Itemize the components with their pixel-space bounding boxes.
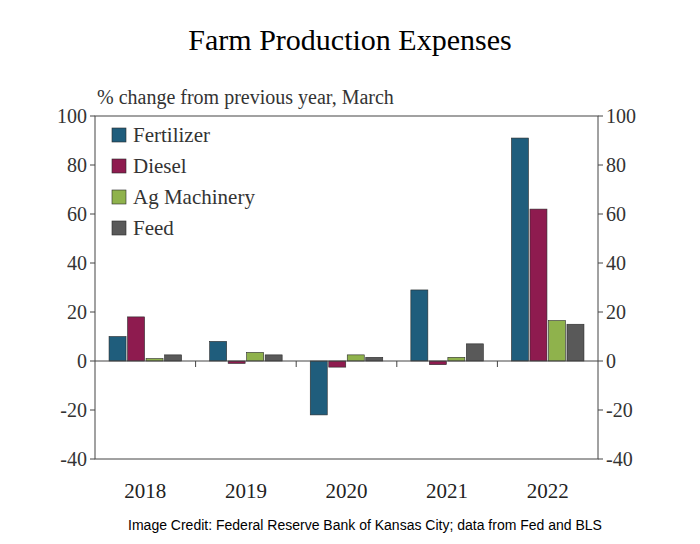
y2-tick bbox=[598, 361, 603, 362]
bar bbox=[366, 357, 383, 361]
bar bbox=[247, 352, 264, 361]
bar bbox=[448, 357, 465, 361]
y2-tick bbox=[598, 312, 603, 313]
legend-label: Feed bbox=[133, 216, 174, 240]
bar bbox=[109, 337, 126, 362]
x-tick-label: 2019 bbox=[225, 479, 267, 503]
y-tick-label: 0 bbox=[77, 350, 87, 372]
legend-label: Diesel bbox=[133, 154, 187, 178]
source: Image Credit: Federal Reserve Bank of Ka… bbox=[128, 517, 602, 533]
y2-tick-label: 80 bbox=[606, 154, 626, 176]
legend-label: Ag Machinery bbox=[133, 185, 255, 209]
y2-tick-label: 20 bbox=[606, 301, 626, 323]
x-tick-label: 2022 bbox=[527, 479, 569, 503]
bar bbox=[329, 361, 346, 367]
bar bbox=[347, 355, 364, 361]
y-tick-label: -20 bbox=[60, 399, 87, 421]
chart-container: Farm Production Expenses % change from pr… bbox=[0, 0, 700, 544]
x-tick-label: 2021 bbox=[426, 479, 468, 503]
bar bbox=[548, 321, 565, 361]
title: Farm Production Expenses bbox=[188, 23, 511, 56]
legend-swatch bbox=[112, 159, 126, 173]
y-tick-label: 20 bbox=[67, 301, 87, 323]
y2-tick bbox=[598, 214, 603, 215]
y-tick bbox=[90, 214, 95, 215]
plot-frame bbox=[95, 116, 598, 459]
y-tick-label: 40 bbox=[67, 252, 87, 274]
category-separator bbox=[497, 361, 498, 367]
y2-tick bbox=[598, 459, 603, 460]
bar bbox=[210, 341, 227, 361]
y2-tick-label: -40 bbox=[606, 448, 633, 470]
legend: Fertilizer Diesel Ag Machinery Feed bbox=[112, 123, 255, 240]
y-tick bbox=[90, 263, 95, 264]
subtitle: % change from previous year, March bbox=[97, 86, 394, 109]
legend-swatch bbox=[112, 221, 126, 235]
y-tick-label: -40 bbox=[60, 448, 87, 470]
bar bbox=[310, 361, 327, 415]
bar bbox=[466, 344, 483, 361]
bar bbox=[511, 138, 528, 361]
y-tick-label: 80 bbox=[67, 154, 87, 176]
y-tick bbox=[90, 459, 95, 460]
y-tick bbox=[90, 410, 95, 411]
legend-label: Fertilizer bbox=[133, 123, 210, 147]
y2-tick-label: 40 bbox=[606, 252, 626, 274]
bar bbox=[128, 317, 145, 361]
y-tick bbox=[90, 312, 95, 313]
bar bbox=[429, 361, 446, 365]
y2-tick bbox=[598, 165, 603, 166]
y2-tick bbox=[598, 410, 603, 411]
zero-line bbox=[95, 361, 598, 362]
chart-svg: Farm Production Expenses % change from pr… bbox=[0, 0, 700, 544]
y-tick bbox=[90, 165, 95, 166]
bar bbox=[567, 324, 584, 361]
y2-tick-label: 60 bbox=[606, 203, 626, 225]
bars bbox=[109, 138, 584, 415]
x-tick-label: 2020 bbox=[326, 479, 368, 503]
legend-swatch bbox=[112, 128, 126, 142]
category-separator bbox=[195, 361, 196, 367]
y-tick-label: 100 bbox=[57, 105, 87, 127]
bar bbox=[530, 209, 547, 361]
category-separator bbox=[396, 361, 397, 367]
category-separator bbox=[296, 361, 297, 367]
y-tick-label: 60 bbox=[67, 203, 87, 225]
background bbox=[0, 0, 700, 544]
legend-swatch bbox=[112, 190, 126, 204]
bar bbox=[165, 355, 182, 361]
y-tick bbox=[90, 361, 95, 362]
bar bbox=[411, 290, 428, 361]
y-tick bbox=[90, 116, 95, 117]
x-tick-label: 2018 bbox=[124, 479, 166, 503]
y2-tick-label: 0 bbox=[606, 350, 616, 372]
y2-tick bbox=[598, 116, 603, 117]
y2-tick-label: -20 bbox=[606, 399, 633, 421]
y2-tick-label: 100 bbox=[606, 105, 636, 127]
bar bbox=[265, 355, 282, 361]
y2-tick bbox=[598, 263, 603, 264]
